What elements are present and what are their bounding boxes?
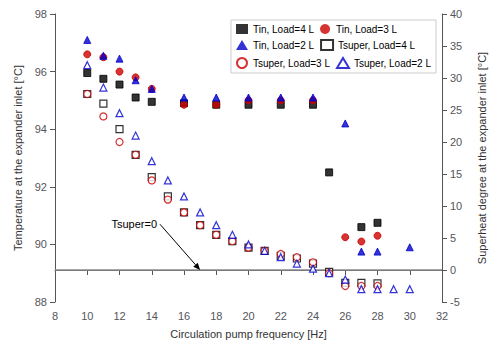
svg-text:88: 88: [35, 296, 47, 308]
svg-text:14: 14: [146, 310, 158, 322]
svg-text:16: 16: [178, 310, 190, 322]
svg-text:Tin, Load=2 L: Tin, Load=2 L: [253, 40, 315, 51]
svg-text:Tsuper, Load=3 L: Tsuper, Load=3 L: [253, 58, 330, 69]
svg-text:10: 10: [81, 310, 93, 322]
svg-text:30: 30: [404, 310, 416, 322]
svg-text:15: 15: [450, 168, 462, 180]
svg-text:30: 30: [450, 72, 462, 84]
svg-text:32: 32: [436, 310, 448, 322]
svg-text:96: 96: [35, 66, 47, 78]
svg-text:92: 92: [35, 181, 47, 193]
svg-text:-5: -5: [450, 296, 460, 308]
svg-text:0: 0: [450, 264, 456, 276]
svg-text:90: 90: [35, 238, 47, 250]
svg-text:40: 40: [450, 8, 462, 20]
svg-text:Tsuper=0: Tsuper=0: [111, 218, 157, 230]
svg-text:20: 20: [242, 310, 254, 322]
svg-text:18: 18: [210, 310, 222, 322]
svg-text:Tsuper, Load=2 L: Tsuper, Load=2 L: [354, 58, 431, 69]
svg-text:22: 22: [275, 310, 287, 322]
svg-text:25: 25: [450, 104, 462, 116]
svg-text:26: 26: [339, 310, 351, 322]
svg-text:98: 98: [35, 8, 47, 20]
svg-text:24: 24: [307, 310, 319, 322]
svg-text:35: 35: [450, 40, 462, 52]
svg-text:94: 94: [35, 123, 47, 135]
svg-text:Temperature at the expander in: Temperature at the expander inlet [°C]: [12, 65, 24, 251]
svg-text:Circulation pump frequency [Hz: Circulation pump frequency [Hz]: [170, 328, 327, 340]
svg-text:Tin, Load=3 L: Tin, Load=3 L: [336, 24, 398, 35]
svg-text:12: 12: [113, 310, 125, 322]
svg-text:28: 28: [371, 310, 383, 322]
svg-text:Tsuper, Load=4 L: Tsuper, Load=4 L: [338, 40, 415, 51]
svg-text:10: 10: [450, 200, 462, 212]
svg-text:Superheat degree at the expand: Superheat degree at the expander inlet […: [476, 52, 488, 264]
svg-text:20: 20: [450, 136, 462, 148]
svg-text:8: 8: [52, 310, 58, 322]
svg-text:Tin, Load=4 L: Tin, Load=4 L: [253, 24, 315, 35]
svg-text:5: 5: [450, 232, 456, 244]
